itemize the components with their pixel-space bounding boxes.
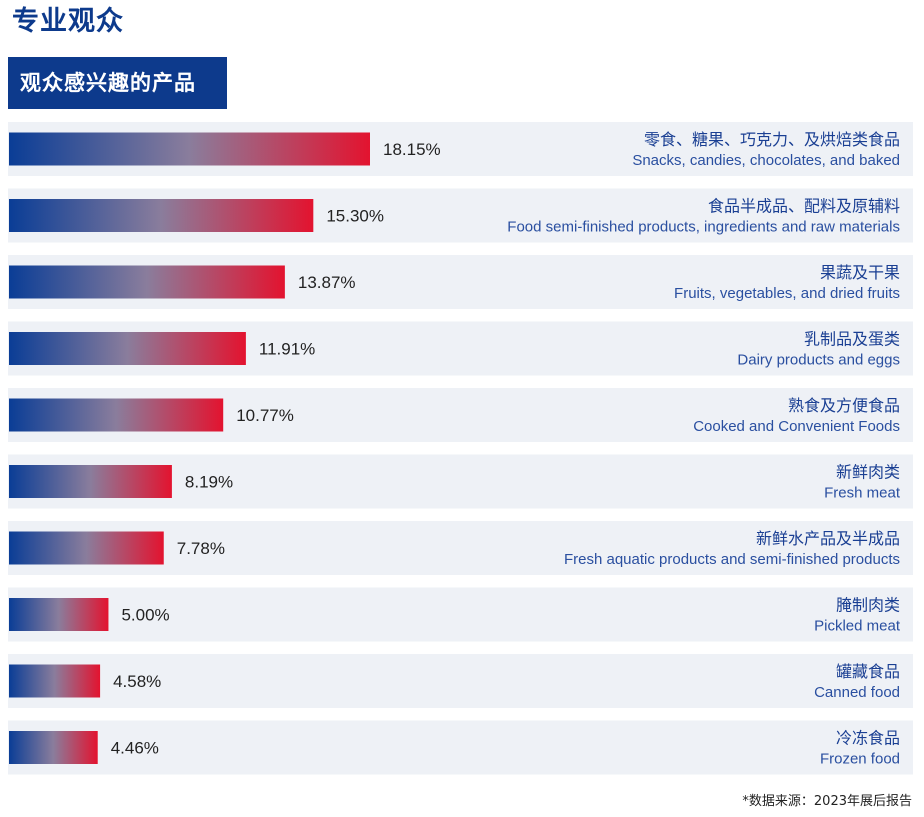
bar	[9, 398, 224, 432]
category-label-en: Canned food	[814, 684, 900, 701]
category-label-en: Dairy products and eggs	[737, 352, 900, 369]
bar	[9, 465, 172, 498]
category-label-en: Fruits, vegetables, and dried fruits	[674, 285, 900, 302]
chart-row: 4.46% 冷冻食品 Frozen food	[8, 720, 913, 775]
category-label-zh: 冷冻食品	[836, 729, 900, 748]
value-label: 10.77%	[236, 406, 294, 425]
category-label-en: Fresh meat	[824, 485, 901, 502]
category-label-en: Fresh aquatic products and semi-finished…	[564, 551, 900, 568]
source-note: *数据来源：2023年展后报告	[742, 794, 912, 809]
chart-row: 10.77% 熟食及方便食品 Cooked and Convenient Foods	[8, 388, 913, 442]
category-label-zh: 乳制品及蛋类	[804, 330, 900, 349]
value-label: 18.15%	[383, 140, 441, 159]
chart-row: 5.00% 腌制肉类 Pickled meat	[8, 587, 913, 642]
category-label-en: Food semi-finished products, ingredients…	[507, 219, 900, 236]
chart-row: 18.15% 零食、糖果、巧克力、及烘焙类食品 Snacks, candies, c…	[8, 122, 913, 176]
bar	[9, 332, 246, 365]
bar	[9, 664, 101, 698]
bar	[9, 731, 98, 764]
value-label: 4.58%	[113, 672, 161, 691]
value-label: 15.30%	[326, 207, 384, 226]
page-title: 专业观众	[12, 6, 124, 37]
value-label: 4.46%	[111, 739, 159, 758]
value-label: 13.87%	[298, 273, 356, 292]
chart-row: 7.78% 新鲜水产品及半成品 Fresh aquatic products and…	[8, 521, 913, 575]
bar	[9, 265, 285, 299]
chart-row: 13.87% 果蔬及干果 Fruits, vegetables, and dried…	[8, 255, 913, 309]
bar	[9, 199, 314, 232]
value-label: 7.78%	[177, 539, 225, 558]
chart-row: 4.58% 罐藏食品 Canned food	[8, 654, 913, 708]
row-background	[8, 654, 913, 708]
section-header: 观众感兴趣的产品	[8, 57, 227, 109]
category-label-en: Snacks, candies, chocolates, and baked	[632, 152, 900, 169]
category-label-en: Pickled meat	[814, 618, 901, 635]
category-label-en: Frozen food	[820, 751, 900, 768]
chart-row: 8.19% 新鲜肉类 Fresh meat	[8, 454, 913, 509]
category-label-en: Cooked and Convenient Foods	[693, 418, 900, 435]
category-label-zh: 果蔬及干果	[820, 263, 900, 282]
category-label-zh: 罐藏食品	[836, 662, 900, 681]
row-background	[8, 587, 913, 642]
category-label-zh: 零食、糖果、巧克力、及烘焙类食品	[644, 130, 900, 149]
value-label: 11.91%	[259, 340, 315, 359]
category-label-zh: 新鲜水产品及半成品	[756, 529, 900, 548]
category-label-zh: 食品半成品、配料及原辅料	[708, 197, 900, 216]
category-label-zh: 熟食及方便食品	[788, 396, 900, 415]
row-background	[8, 720, 913, 775]
bar	[9, 598, 109, 631]
bar	[9, 531, 164, 565]
chart-row: 11.91% 乳制品及蛋类 Dairy products and eggs	[8, 321, 913, 376]
category-label-zh: 腌制肉类	[836, 596, 900, 615]
chart-row: 15.30% 食品半成品、配料及原辅料 Food semi-finished pro…	[8, 188, 913, 243]
bar	[9, 132, 370, 166]
category-label-zh: 新鲜肉类	[836, 463, 900, 482]
value-label: 5.00%	[121, 606, 169, 625]
value-label: 8.19%	[185, 473, 233, 492]
